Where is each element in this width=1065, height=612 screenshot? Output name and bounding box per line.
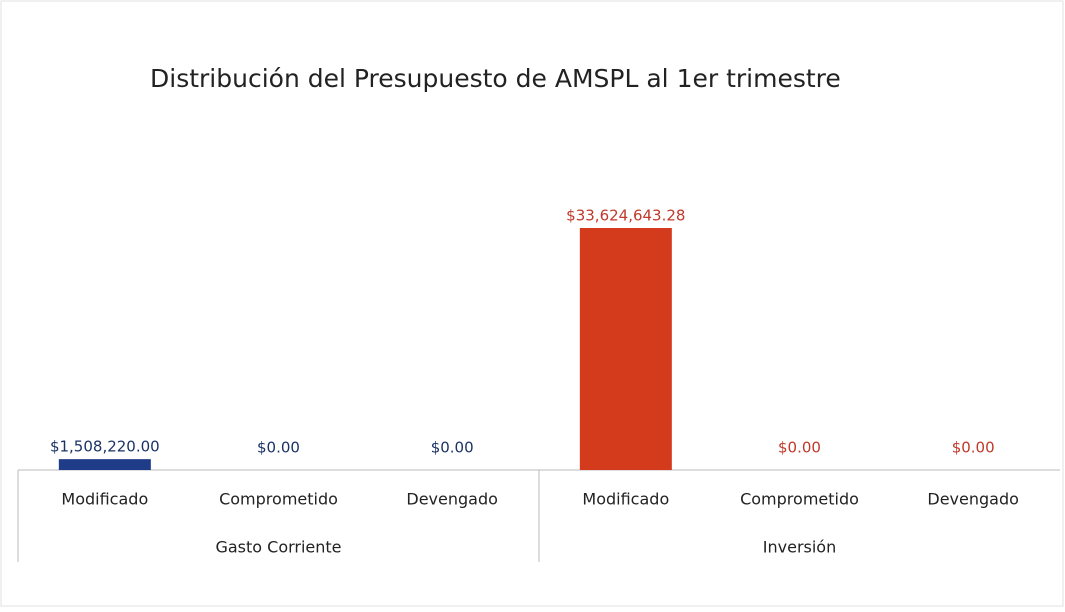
group-label: Inversión <box>763 538 836 557</box>
category-label: Devengado <box>406 490 498 509</box>
value-label: $0.00 <box>952 439 995 457</box>
bar <box>58 459 151 470</box>
value-label: $0.00 <box>431 439 474 457</box>
value-label: $0.00 <box>778 439 821 457</box>
value-label: $1,508,220.00 <box>50 438 160 456</box>
chart-title: Distribución del Presupuesto de AMSPL al… <box>150 64 841 93</box>
bar <box>579 228 672 470</box>
category-label: Modificado <box>61 490 148 509</box>
value-label: $0.00 <box>257 439 300 457</box>
category-label: Devengado <box>927 490 1019 509</box>
category-label: Modificado <box>582 490 669 509</box>
category-label: Comprometido <box>740 490 859 509</box>
group-label: Gasto Corriente <box>215 538 341 557</box>
value-label: $33,624,643.28 <box>566 207 685 225</box>
category-label: Comprometido <box>219 490 338 509</box>
